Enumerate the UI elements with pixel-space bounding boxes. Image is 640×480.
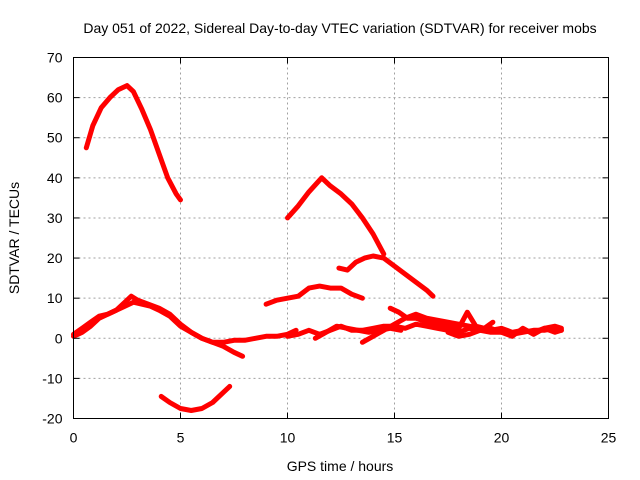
x-tick-label: 5 bbox=[177, 430, 185, 446]
y-tick-label: -20 bbox=[42, 411, 62, 427]
y-tick-label: 10 bbox=[47, 290, 63, 306]
chart-title: Day 051 of 2022, Sidereal Day-to-day VTE… bbox=[83, 20, 596, 36]
y-tick-label: 50 bbox=[47, 130, 63, 146]
y-tick-label: 40 bbox=[47, 170, 63, 186]
series-arc-1 bbox=[83, 83, 183, 203]
x-tick-label: 20 bbox=[494, 430, 510, 446]
x-tick-label: 10 bbox=[280, 430, 296, 446]
plot-frame bbox=[73, 57, 609, 419]
y-tick-label: 30 bbox=[47, 210, 63, 226]
y-tick-label: 60 bbox=[47, 90, 63, 106]
y-tick-label: 20 bbox=[47, 250, 63, 266]
y-tick-label: 70 bbox=[47, 50, 63, 66]
x-tick-labels: 0 5 10 15 20 25 bbox=[70, 430, 617, 446]
series-arc-5 bbox=[263, 283, 365, 307]
series-arc-6 bbox=[285, 175, 387, 257]
y-axis-label: SDTVAR / TECUs bbox=[6, 182, 22, 294]
series-arc-3 bbox=[71, 299, 299, 345]
series-arc-11 bbox=[387, 305, 496, 331]
series-arc-12 bbox=[445, 325, 564, 339]
ticks bbox=[73, 57, 609, 419]
series-arc-4 bbox=[158, 383, 233, 413]
y-tick-labels: -20 -10 0 10 20 30 40 50 60 70 bbox=[42, 50, 62, 427]
x-tick-label: 15 bbox=[387, 430, 403, 446]
y-tick-label: 0 bbox=[55, 330, 63, 346]
series-arc-2 bbox=[71, 293, 246, 359]
series-layer bbox=[71, 83, 564, 413]
x-tick-label: 25 bbox=[601, 430, 617, 446]
x-tick-label: 0 bbox=[70, 430, 78, 446]
grid bbox=[73, 57, 609, 419]
y-tick-label: -10 bbox=[42, 370, 62, 386]
series-arc-7 bbox=[336, 253, 436, 299]
x-axis-label: GPS time / hours bbox=[287, 458, 394, 474]
